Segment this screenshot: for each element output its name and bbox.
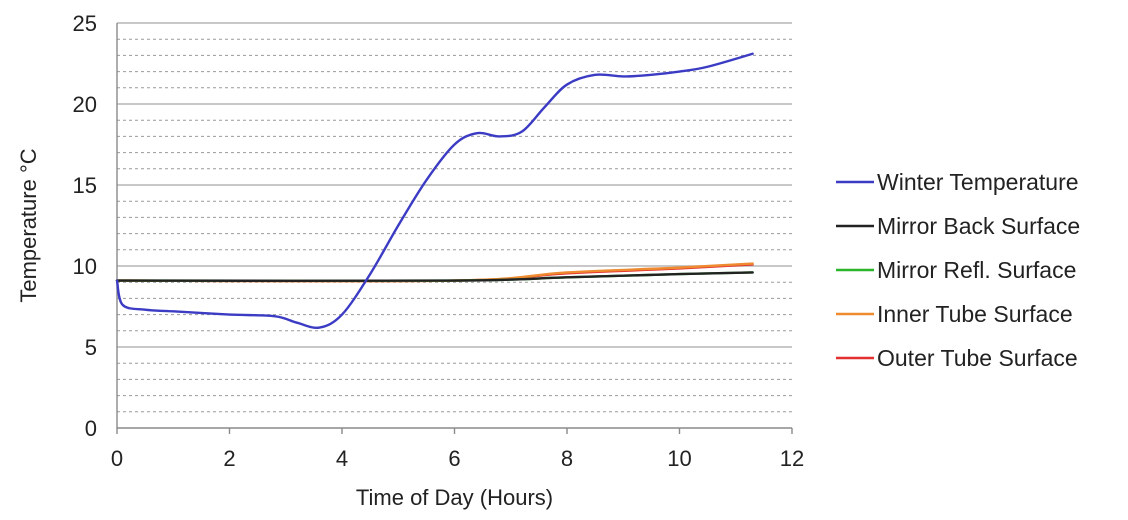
legend-label-mirror-back-surface: Mirror Back Surface <box>877 213 1080 239</box>
legend: Winter Temperature Mirror Back Surface Mir… <box>836 169 1080 371</box>
legend-label-mirror-refl-surface: Mirror Refl. Surface <box>877 257 1076 283</box>
series-line-outer-tube-surface <box>115 263 754 283</box>
y-tick-label: 15 <box>73 173 97 198</box>
legend-label-outer-tube-surface: Outer Tube Surface <box>877 345 1078 371</box>
y-tick-label: 25 <box>73 11 97 36</box>
series-line-mirror-back-surface <box>115 271 754 283</box>
x-axis-title: Time of Day (Hours) <box>356 485 553 510</box>
x-tick-label: 12 <box>780 446 804 471</box>
series-line-winter-temperature <box>115 52 754 330</box>
legend-label-inner-tube-surface: Inner Tube Surface <box>877 301 1073 327</box>
y-tick-label: 20 <box>73 92 97 117</box>
y-tick-label: 5 <box>85 335 97 360</box>
y-axis-title: Temperature °C <box>16 148 41 302</box>
axes: 0 5 10 15 20 25 0 2 4 6 8 10 12 <box>73 11 805 471</box>
x-tick-label: 2 <box>223 446 235 471</box>
x-tick-label: 10 <box>667 446 691 471</box>
grid <box>117 22 792 413</box>
y-tick-label: 10 <box>73 254 97 279</box>
x-tick-label: 4 <box>336 446 348 471</box>
legend-label-winter-temperature: Winter Temperature <box>877 169 1079 195</box>
series-lines <box>115 52 754 330</box>
x-tick-label: 0 <box>111 446 123 471</box>
y-tick-label: 0 <box>85 416 97 441</box>
x-tick-label: 6 <box>448 446 460 471</box>
x-tick-label: 8 <box>561 446 573 471</box>
